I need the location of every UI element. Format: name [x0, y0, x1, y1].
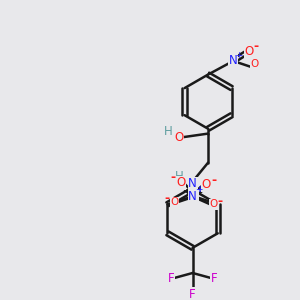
- Text: -: -: [253, 40, 258, 53]
- Text: -: -: [171, 171, 176, 184]
- Text: O: O: [176, 176, 186, 190]
- Text: F: F: [211, 272, 217, 285]
- Text: O: O: [210, 199, 218, 209]
- Text: O: O: [170, 197, 178, 207]
- Text: N: N: [190, 190, 199, 203]
- Text: +: +: [196, 185, 203, 194]
- Text: -: -: [217, 195, 222, 208]
- Text: O: O: [244, 45, 254, 58]
- Text: N: N: [229, 55, 238, 68]
- Text: N: N: [188, 177, 197, 190]
- Text: O: O: [250, 59, 259, 69]
- Text: -: -: [211, 174, 217, 187]
- Text: +: +: [195, 185, 202, 194]
- Text: H: H: [175, 170, 183, 183]
- Text: +: +: [235, 51, 243, 60]
- Text: F: F: [189, 288, 196, 300]
- Text: O: O: [174, 131, 184, 144]
- Text: F: F: [168, 272, 175, 285]
- Text: -: -: [164, 192, 169, 205]
- Text: H: H: [164, 125, 173, 138]
- Text: N: N: [188, 190, 197, 203]
- Text: O: O: [202, 178, 211, 191]
